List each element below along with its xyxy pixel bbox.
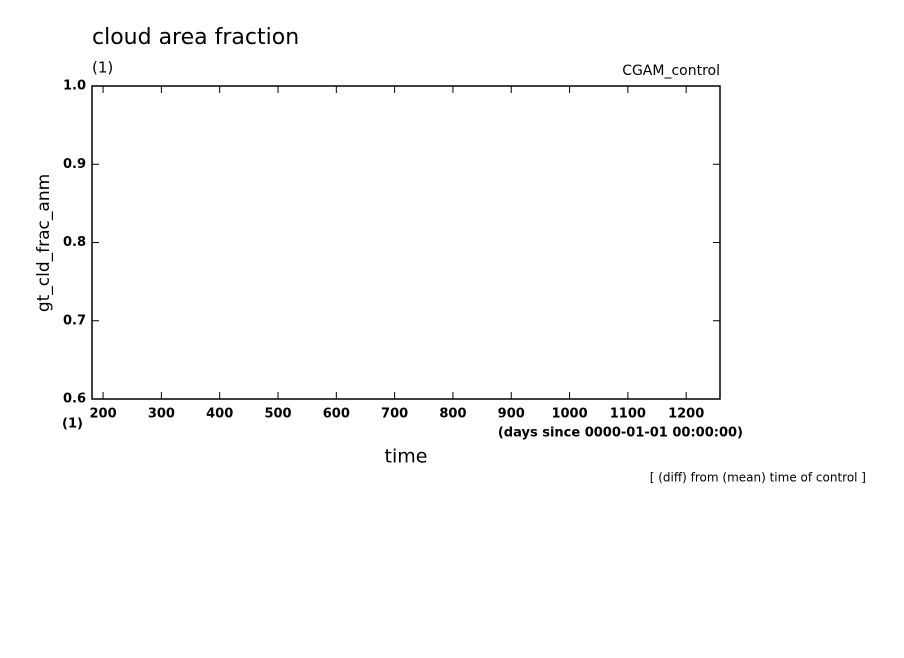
note: [ (diff) from (mean) time of control ] bbox=[650, 471, 866, 485]
y-tick-label: 0.9 bbox=[63, 157, 86, 172]
x-tick-label: 1100 bbox=[610, 407, 646, 422]
plot-frame bbox=[91, 85, 721, 400]
x-tick-label: 200 bbox=[90, 407, 117, 422]
y-tick-label: 0.7 bbox=[63, 313, 86, 328]
y-axis-label: gt_cld_frac_anm bbox=[34, 174, 54, 312]
x-tick-label: 1000 bbox=[551, 407, 587, 422]
y-units: (1) bbox=[92, 59, 113, 77]
x-tick-label: 600 bbox=[323, 407, 350, 422]
x-tick-label: 300 bbox=[148, 407, 175, 422]
chart-title: cloud area fraction bbox=[92, 25, 299, 50]
x-units: (days since 0000-01-01 00:00:00) bbox=[498, 426, 743, 441]
x-axis-label: time bbox=[385, 446, 428, 468]
x-tick-label: 700 bbox=[381, 407, 408, 422]
x-tick-label: 1200 bbox=[668, 407, 704, 422]
y-tick-label: 1.0 bbox=[63, 79, 86, 94]
subtitle-right: CGAM_control bbox=[622, 63, 720, 79]
y-tick-label: 0.6 bbox=[63, 392, 86, 407]
x-tick-label: 800 bbox=[439, 407, 466, 422]
x-tick-label: 900 bbox=[498, 407, 525, 422]
x-tick-label: 500 bbox=[264, 407, 291, 422]
y-tick-label: 0.8 bbox=[63, 235, 86, 250]
x-tick-label: 400 bbox=[206, 407, 233, 422]
x-units-left: (1) bbox=[62, 417, 83, 432]
